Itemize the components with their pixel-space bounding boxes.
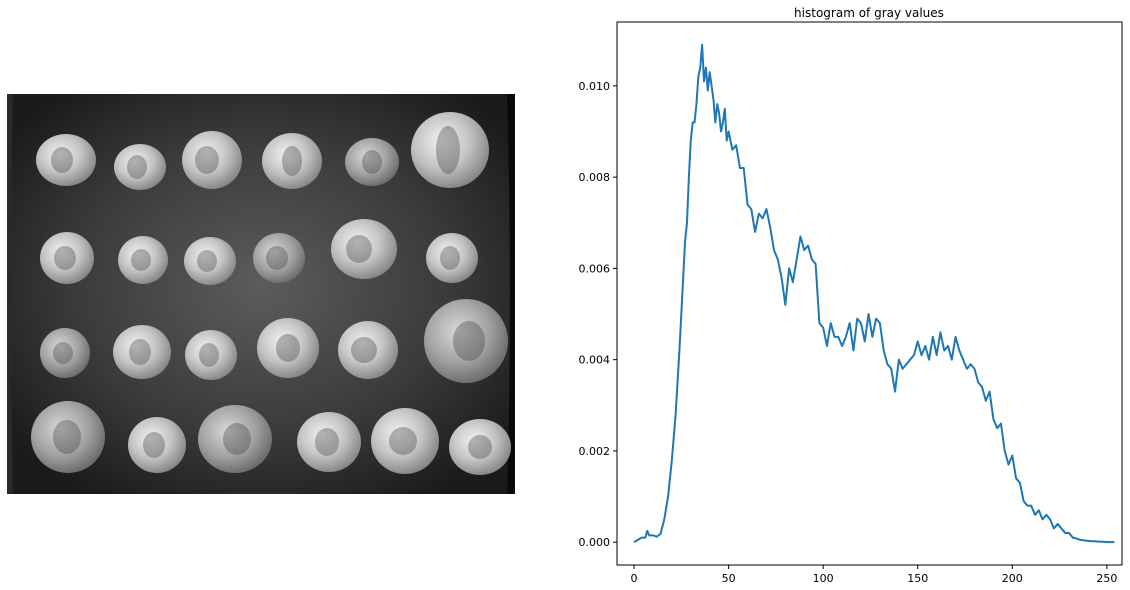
x-tick-label: 250 <box>1096 572 1117 585</box>
y-tick-label: 0.006 <box>579 262 611 275</box>
histogram-line <box>633 43 1115 544</box>
coin-row-1 <box>36 112 489 190</box>
plot-area <box>633 43 1115 544</box>
y-tick-label: 0.004 <box>579 354 611 367</box>
x-tick-label: 100 <box>813 572 834 585</box>
y-tick-label: 0.010 <box>579 80 611 93</box>
x-axis: 0 50 100 150 200 250 <box>631 565 1117 585</box>
x-tick-label: 200 <box>1002 572 1023 585</box>
axes-frame <box>616 21 1123 566</box>
y-tick-label: 0.000 <box>579 536 611 549</box>
chart-title: histogram of gray values <box>794 6 944 20</box>
coin-row-2 <box>40 219 478 285</box>
x-tick-label: 150 <box>907 572 928 585</box>
coin-row-4 <box>31 401 511 475</box>
coins-image <box>7 94 515 494</box>
y-axis: 0.000 0.002 0.004 0.006 0.008 0.010 <box>579 80 617 549</box>
x-tick-label: 0 <box>631 572 638 585</box>
coin-row-3 <box>40 299 508 383</box>
y-tick-label: 0.008 <box>579 171 611 184</box>
y-tick-label: 0.002 <box>579 445 611 458</box>
x-tick-label: 50 <box>722 572 736 585</box>
